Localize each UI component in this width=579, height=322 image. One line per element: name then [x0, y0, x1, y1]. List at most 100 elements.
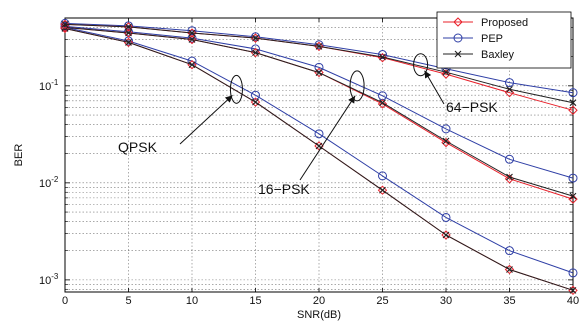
proposed-point [250, 47, 261, 58]
proposed-point [377, 99, 388, 109]
proposed-point [250, 33, 261, 43]
series-line-pep-group-1 [64, 25, 574, 179]
x-tick-label: 20 [313, 295, 325, 307]
baxley-point [569, 286, 577, 294]
baxley-point [188, 61, 196, 69]
pep-point [251, 32, 260, 42]
pep-point [441, 124, 451, 134]
proposed-point [441, 137, 451, 148]
x-tick-label: 5 [125, 295, 131, 307]
proposed-point [123, 37, 134, 48]
legend-marker [454, 50, 462, 58]
pep-point [60, 18, 70, 28]
pep-point [124, 21, 133, 31]
pep-point [60, 21, 70, 31]
legend-entry-label: Baxley [481, 49, 515, 61]
pep-point [441, 212, 451, 222]
x-tick-label: 40 [567, 295, 579, 307]
baxley-point [442, 231, 450, 239]
baxley-point [315, 42, 323, 50]
series-line-pep-group-0 [64, 26, 574, 274]
annotation-layer: QPSK 16−PSK 64−PSK [118, 53, 498, 197]
pep-point [314, 129, 324, 139]
curve-group-ellipse [349, 70, 365, 102]
annotation-label: 64−PSK [446, 99, 498, 115]
y-tick-label: 10-3 [39, 272, 59, 287]
pep-point [251, 90, 260, 100]
baxley-point [379, 186, 386, 194]
baxley-point [379, 99, 386, 107]
x-tick-label: 30 [440, 295, 452, 307]
baxley-point [442, 68, 450, 76]
annotation-arrow-line [179, 94, 233, 145]
proposed-point [314, 67, 324, 78]
proposed-point [123, 28, 134, 38]
legend-marker [453, 33, 463, 43]
curve-group-ellipse [229, 74, 243, 104]
pep-point [505, 154, 514, 164]
legend-entry-label: PEP [481, 33, 503, 45]
x-tick-label: 10 [186, 295, 198, 307]
baxley-point [506, 85, 513, 93]
x-tick-label: 15 [249, 295, 261, 307]
x-tick-label: 35 [503, 295, 515, 307]
proposed-point [123, 22, 134, 32]
proposed-point [187, 28, 197, 38]
series-layer [60, 18, 578, 296]
annotation-arrow-head [224, 95, 233, 103]
pep-point [568, 173, 578, 183]
baxley-point [125, 29, 132, 37]
baxley-point [125, 39, 132, 46]
y-axis-label: BER [13, 144, 25, 167]
pep-point [378, 171, 387, 181]
pep-point [505, 78, 514, 88]
y-tick-label: 10-1 [39, 78, 59, 93]
baxley-point [569, 192, 577, 200]
baxley-point [252, 49, 259, 56]
baxley-point [506, 266, 513, 273]
pep-point [314, 62, 324, 72]
proposed-point [314, 41, 324, 52]
proposed-point [568, 194, 578, 204]
pep-point [568, 88, 578, 98]
proposed-point [60, 19, 70, 30]
plot-axes: 0 5 10 15 20 25 30 35 40 10-1 10-2 10-3 [39, 17, 579, 307]
annotation-arrow-head [424, 70, 432, 79]
annotation-label: 16−PSK [258, 181, 310, 197]
curve-group-ellipse [413, 53, 429, 77]
baxley-point [125, 23, 132, 31]
y-tick-label: 10-2 [39, 175, 59, 190]
pep-point [568, 268, 578, 278]
pep-point [124, 27, 133, 37]
baxley-point [315, 69, 323, 76]
baxley-point [61, 20, 69, 28]
grid-lines [65, 18, 573, 292]
baxley-point [569, 99, 577, 107]
series-line-pep-group-2 [64, 22, 574, 94]
annotation-label: QPSK [118, 139, 158, 155]
proposed-point [568, 105, 578, 115]
pep-point [378, 50, 387, 60]
x-axis-label: SNR(dB) [297, 309, 341, 321]
baxley-point [442, 137, 450, 145]
baxley-point [506, 173, 513, 181]
pep-point [187, 26, 197, 36]
legend-box [436, 11, 572, 69]
baxley-point [188, 36, 196, 43]
x-tick-label: 0 [62, 295, 68, 307]
baxley-point [252, 34, 259, 42]
legend-marker [453, 17, 463, 27]
baxley-point [379, 53, 386, 61]
baxley-point [188, 29, 196, 37]
pep-point [314, 40, 324, 50]
legend: Proposed PEP Baxley [436, 11, 572, 69]
proposed-point [187, 34, 197, 45]
pep-point [505, 246, 514, 256]
annotation-arrow-head [348, 95, 356, 104]
x-tick-label: 25 [376, 295, 388, 307]
baxley-point [252, 98, 259, 106]
pep-point [187, 33, 197, 43]
annotation-arrow-line [299, 95, 356, 181]
legend-entry-label: Proposed [481, 17, 528, 29]
